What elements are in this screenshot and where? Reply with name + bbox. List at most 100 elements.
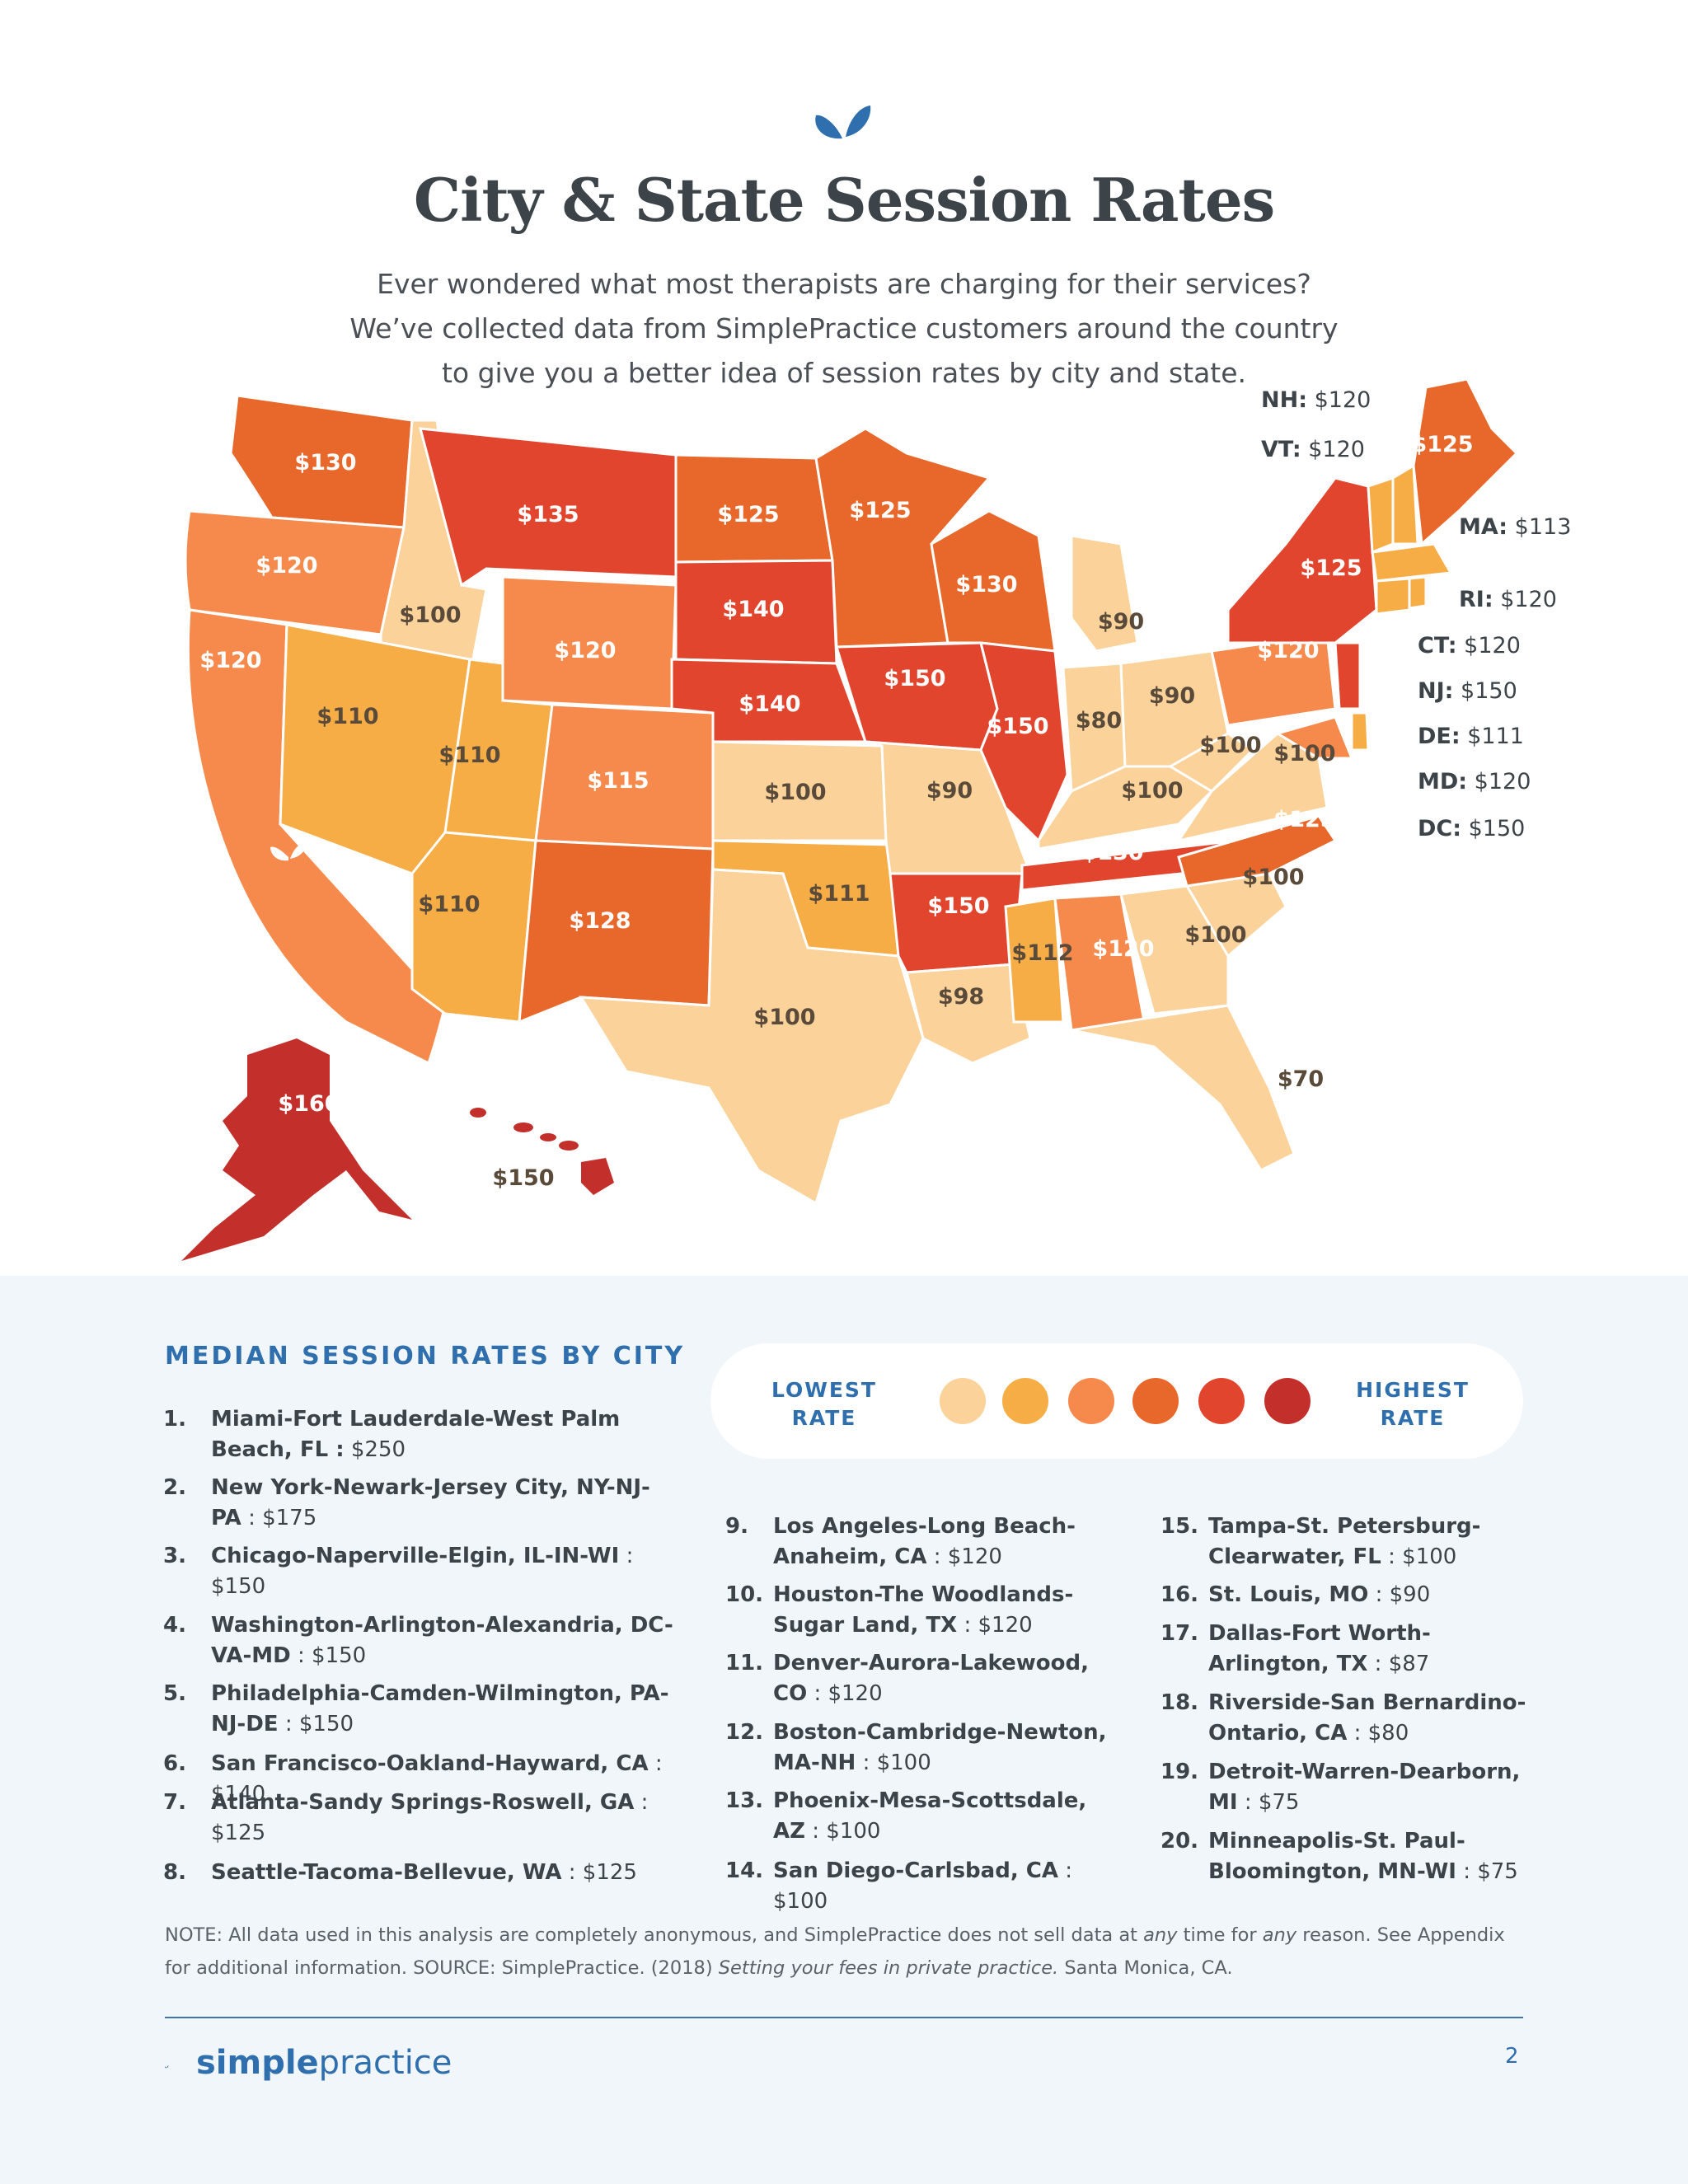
label-or: $120	[256, 553, 317, 579]
label-oh: $90	[1149, 683, 1195, 709]
list-item: 1. Miami-Fort Lauderdale-West Palm Beach,…	[163, 1407, 621, 1462]
state-la	[905, 963, 1032, 1065]
legend-highest-label: HIGHEST RATE	[1356, 1378, 1470, 1430]
label-mo: $90	[926, 778, 973, 804]
legend-swatch-mid	[1068, 1378, 1114, 1424]
legend-swatch-highest	[1264, 1378, 1311, 1424]
rate-legend: LOWEST RATE HIGHEST RATE	[710, 1343, 1523, 1459]
state-ma	[1371, 542, 1453, 583]
side-state-nh: NH: $120	[1261, 387, 1372, 413]
label-ny: $125	[1300, 555, 1362, 581]
state-fl	[1071, 1004, 1296, 1172]
label-fl: $70	[1278, 1066, 1324, 1092]
list-item: 3. Chicago-Naperville-Elgin, IL-IN-WI : $…	[163, 1544, 634, 1599]
list-item: 12. Boston-Cambridge-Newton, MA-NH : $100	[725, 1720, 1107, 1775]
label-va: $100	[1273, 741, 1335, 766]
list-item: 11. Denver-Aurora-Lakewood, CO : $120	[725, 1651, 1089, 1706]
label-tn: $130	[1081, 840, 1143, 865]
state-va	[1175, 732, 1329, 843]
list-item: 18. Riverside-San Bernardino-Ontario, CA …	[1160, 1690, 1526, 1746]
list-item: 9. Los Angeles-Long Beach-Anaheim, CA : $…	[725, 1514, 1076, 1569]
label-tx: $100	[753, 1005, 815, 1030]
label-nc: $125	[1273, 807, 1335, 832]
label-ne: $140	[738, 691, 800, 717]
state-ca	[186, 608, 447, 1066]
state-nc	[1177, 814, 1338, 888]
list-item: 2. New York-Newark-Jersey City, NY-NJ-PA …	[163, 1475, 650, 1530]
label-ar: $150	[927, 893, 989, 919]
state-me	[1412, 379, 1519, 547]
legend-swatch-higher	[1198, 1378, 1245, 1424]
label-ks: $100	[764, 780, 826, 805]
page-number: 2	[1505, 2044, 1519, 2069]
state-ak	[181, 1038, 412, 1261]
simplepractice-logo-icon	[165, 2065, 169, 2069]
label-il: $150	[987, 714, 1048, 739]
state-il	[979, 641, 1069, 843]
side-state-vt: VT: $120	[1261, 437, 1365, 462]
list-item: 17. Dallas-Fort Worth-Arlington, TX : $87	[1160, 1621, 1431, 1676]
footer-divider	[165, 2017, 1523, 2018]
side-state-nj: NJ: $150	[1418, 678, 1517, 704]
list-item: 7. Atlanta-Sandy Springs-Roswell, GA : $1…	[163, 1790, 649, 1845]
label-ms: $112	[1011, 940, 1073, 966]
list-item: 5. Philadelphia-Camden-Wilmington, PA-NJ-…	[163, 1681, 669, 1736]
label-ga: $100	[1184, 922, 1246, 948]
state-md	[1274, 715, 1354, 760]
side-state-ma: MA: $113	[1459, 514, 1572, 540]
state-ct	[1375, 577, 1411, 616]
list-item: 19. Detroit-Warren-Dearborn, MI : $75	[1160, 1760, 1521, 1815]
label-al: $120	[1092, 936, 1154, 962]
label-mn: $125	[849, 498, 911, 523]
label-ok: $111	[808, 881, 870, 907]
label-wv: $100	[1199, 733, 1261, 758]
label-wa: $130	[294, 450, 356, 476]
label-mt: $135	[517, 502, 579, 527]
list-item: 4. Washington-Arlington-Alexandria, DC-VA…	[163, 1613, 673, 1668]
source-note: NOTE: All data used in this analysis are…	[165, 1924, 1505, 1979]
label-co: $115	[587, 768, 649, 794]
state-ar	[889, 872, 1024, 974]
list-item: 8. Seattle-Tacoma-Bellevue, WA : $125	[163, 1860, 637, 1885]
state-ga	[1119, 884, 1230, 1015]
list-item: 15. Tampa-St. Petersburg-Clearwater, FL :…	[1160, 1514, 1481, 1569]
label-hi: $150	[492, 1165, 554, 1191]
list-item: 6. San Francisco-Oakland-Hayward, CA : $1…	[163, 1751, 663, 1807]
label-la: $98	[938, 984, 984, 1010]
side-state-ri: RI: $120	[1459, 587, 1557, 612]
label-sd: $140	[722, 597, 784, 622]
legend-swatch-high	[1132, 1378, 1179, 1424]
list-item: 16. St. Louis, MO : $90	[1160, 1582, 1431, 1607]
side-state-md: MD: $120	[1418, 769, 1531, 794]
state-nj	[1334, 641, 1362, 710]
butterfly-logo-icon	[815, 105, 871, 139]
label-wi: $130	[955, 572, 1017, 598]
label-ak: $160	[278, 1091, 340, 1117]
brand-wordmark: simplepractice	[196, 2044, 452, 2082]
label-mi: $90	[1098, 609, 1144, 635]
label-ia: $150	[884, 666, 945, 691]
list-item: 10. Houston-The Woodlands-Sugar Land, TX …	[725, 1582, 1074, 1638]
legend-swatch-lowest	[940, 1378, 986, 1424]
state-nh	[1391, 463, 1419, 546]
label-nm: $128	[569, 908, 631, 934]
label-ut: $110	[438, 743, 500, 768]
state-de	[1350, 711, 1370, 752]
label-me: $125	[1411, 432, 1473, 457]
intro-text: Ever wondered what most therapists are c…	[349, 268, 1339, 389]
label-wy: $120	[554, 638, 616, 663]
page-title: City & State Session Rates	[413, 165, 1275, 235]
list-item: 14. San Diego-Carlsbad, CA : $100	[725, 1858, 1072, 1914]
label-nd: $125	[717, 502, 779, 527]
list-item: 20. Minneapolis-St. Paul-Bloomington, MN-…	[1160, 1829, 1518, 1884]
side-state-dc: DC: $150	[1418, 816, 1526, 841]
label-in: $80	[1076, 708, 1122, 733]
label-nv: $110	[316, 704, 378, 729]
state-ms	[1004, 897, 1065, 1024]
list-item: 13. Phoenix-Mesa-Scottsdale, AZ : $100	[725, 1788, 1087, 1844]
city-section-heading: MEDIAN SESSION RATES BY CITY	[165, 1342, 686, 1371]
state-tx	[579, 868, 925, 1206]
legend-lowest-label: LOWEST RATE	[771, 1378, 877, 1430]
state-hi	[470, 1108, 614, 1195]
label-pa: $120	[1257, 638, 1319, 663]
